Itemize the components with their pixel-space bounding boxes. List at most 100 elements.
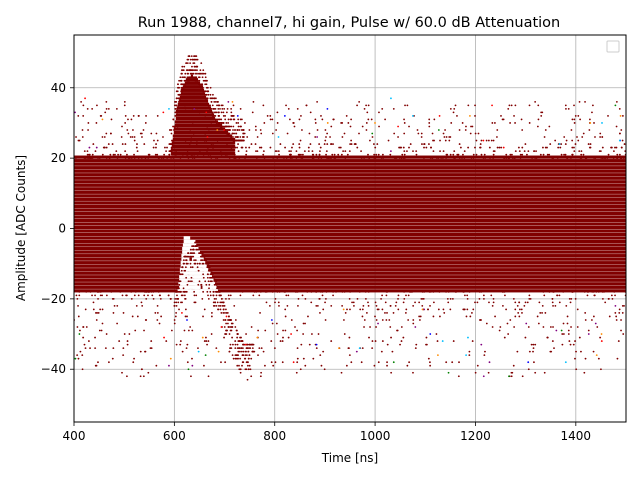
data-point <box>186 150 189 153</box>
data-point <box>94 336 96 339</box>
data-point <box>390 336 392 339</box>
data-point <box>571 290 574 293</box>
data-point <box>288 150 291 153</box>
data-point <box>332 290 334 293</box>
data-point <box>621 305 624 307</box>
data-point <box>191 245 193 247</box>
baseline-level-row <box>74 222 626 226</box>
data-point <box>191 65 193 68</box>
data-point <box>143 290 146 293</box>
data-point <box>622 157 625 160</box>
data-point <box>152 297 155 300</box>
data-point <box>450 122 453 124</box>
data-point <box>82 336 85 339</box>
data-point <box>235 132 238 135</box>
data-point <box>619 115 622 117</box>
data-point <box>290 150 292 153</box>
data-point <box>195 55 198 58</box>
data-point <box>233 139 236 142</box>
data-point <box>190 280 193 283</box>
pulse-gap <box>198 285 201 289</box>
data-point <box>452 153 455 156</box>
data-point <box>406 364 409 367</box>
data-point <box>219 305 222 307</box>
data-point <box>219 118 221 121</box>
data-point <box>229 329 232 332</box>
data-point <box>623 143 626 145</box>
data-point <box>199 72 202 75</box>
data-point <box>191 107 194 110</box>
data-point <box>250 326 253 328</box>
data-point <box>209 276 211 279</box>
data-point <box>399 343 401 346</box>
data-point <box>282 329 284 332</box>
pulse-point <box>229 134 233 138</box>
data-point <box>480 153 483 156</box>
data-point <box>532 347 535 350</box>
data-point <box>247 361 249 364</box>
data-point <box>395 157 398 160</box>
data-point <box>229 343 232 346</box>
data-point <box>444 139 447 142</box>
data-point <box>298 143 301 145</box>
data-point <box>216 287 219 290</box>
data-point <box>130 297 133 300</box>
data-point <box>183 76 185 79</box>
pulse-gap <box>194 250 197 254</box>
pulse-gap <box>200 303 203 307</box>
data-point <box>428 122 431 124</box>
data-point <box>568 297 571 300</box>
data-point <box>305 104 308 107</box>
data-point <box>464 294 466 297</box>
pulse-gap <box>214 285 217 289</box>
data-point <box>435 333 438 335</box>
data-point <box>253 290 256 293</box>
data-point <box>540 111 543 114</box>
data-point <box>248 146 251 149</box>
data-point <box>271 322 274 325</box>
data-point <box>156 305 159 307</box>
data-point <box>356 146 359 149</box>
data-point <box>137 294 140 297</box>
data-point <box>191 157 194 160</box>
data-point <box>471 312 473 314</box>
data-point <box>428 143 430 145</box>
baseline-level-row <box>74 173 626 177</box>
data-point <box>415 153 418 156</box>
data-point <box>256 150 259 153</box>
data-point <box>215 290 218 293</box>
baseline-level-row <box>74 197 626 201</box>
data-point <box>381 340 384 342</box>
baseline-level-row <box>74 211 626 216</box>
data-point <box>457 153 460 156</box>
data-point <box>389 150 392 153</box>
data-point <box>387 139 390 142</box>
data-point <box>378 111 380 114</box>
data-point <box>259 290 262 293</box>
pulse-point <box>195 78 199 82</box>
data-point <box>170 129 173 131</box>
data-point <box>594 322 597 325</box>
pulse-gap <box>200 264 203 268</box>
data-point <box>221 107 224 110</box>
data-point <box>427 357 430 360</box>
data-point <box>560 329 563 332</box>
data-point <box>228 319 230 321</box>
data-point <box>291 157 293 160</box>
data-point <box>488 361 491 364</box>
pulse-gap <box>190 289 193 293</box>
data-point <box>205 262 207 265</box>
data-point <box>412 371 414 374</box>
data-point <box>201 255 203 258</box>
baseline-level-row <box>74 190 626 194</box>
data-point <box>491 122 494 124</box>
data-point <box>82 104 85 107</box>
data-point <box>193 294 196 297</box>
data-point <box>303 150 306 153</box>
data-point <box>254 143 257 145</box>
data-point <box>544 129 547 131</box>
data-point <box>170 329 173 332</box>
data-point <box>540 115 543 117</box>
data-point <box>326 143 329 145</box>
data-point <box>408 146 410 149</box>
